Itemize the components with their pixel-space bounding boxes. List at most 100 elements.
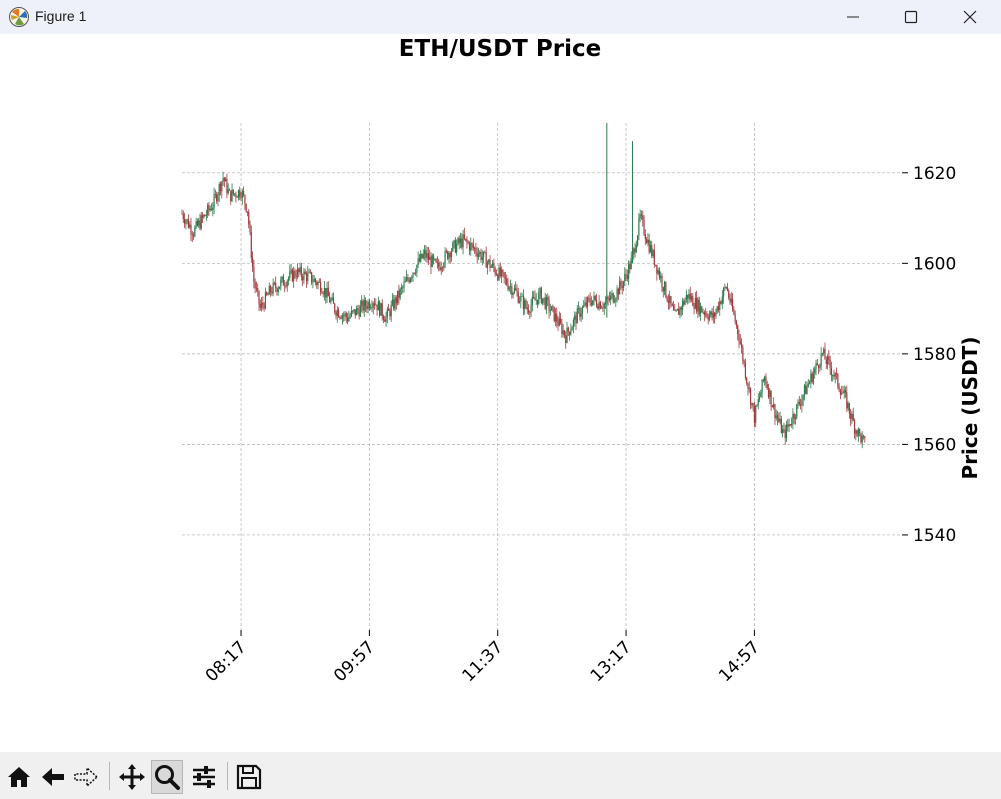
candle-body xyxy=(366,306,368,309)
candle-body xyxy=(420,253,422,262)
candle-body xyxy=(331,297,333,300)
candle-body xyxy=(832,375,834,376)
candle-body xyxy=(210,208,213,211)
candle-body xyxy=(323,288,326,295)
candle-body xyxy=(853,420,856,434)
candle-body xyxy=(856,430,858,436)
candle-body xyxy=(507,284,509,290)
pan-icon[interactable] xyxy=(116,760,148,794)
candle-body xyxy=(330,299,332,303)
candle-body xyxy=(311,272,313,283)
candle-body xyxy=(811,373,813,383)
back-arrow-icon[interactable] xyxy=(37,760,69,794)
candle-body xyxy=(423,250,426,255)
candle-body xyxy=(602,307,604,309)
figure-canvas[interactable]: ETH/USDT Price 1540 1560 1580 1600 1620 08:1… xyxy=(0,34,1001,752)
candle-body xyxy=(694,297,696,309)
candle-body xyxy=(484,251,486,253)
home-icon[interactable] xyxy=(3,760,35,794)
candle-body xyxy=(187,219,190,228)
candle-body xyxy=(584,302,586,306)
candle-body xyxy=(480,252,482,260)
candle-body xyxy=(572,319,575,328)
candle-body xyxy=(622,281,625,288)
candle-body xyxy=(403,282,405,288)
maximize-button[interactable] xyxy=(882,0,940,34)
candle-body xyxy=(859,428,861,434)
candle-body xyxy=(794,417,797,419)
candle-body xyxy=(571,327,573,331)
y-tick-label: 1540 xyxy=(913,526,956,546)
candle-body xyxy=(459,238,462,244)
candle-body xyxy=(476,252,478,257)
candle-body xyxy=(511,286,513,295)
candle-body xyxy=(294,270,296,277)
candle-body xyxy=(720,301,722,304)
candle-body xyxy=(249,224,251,233)
candle-body xyxy=(808,381,811,384)
candle-body xyxy=(698,299,700,315)
candle-body xyxy=(236,196,238,198)
candle-body xyxy=(621,285,623,288)
navigation-toolbar xyxy=(0,752,1001,799)
candle-body xyxy=(322,293,324,295)
zoom-icon[interactable] xyxy=(151,760,183,794)
candle-body xyxy=(218,184,220,196)
candle-body xyxy=(445,251,447,252)
candle-body xyxy=(241,191,243,199)
candle-body xyxy=(525,300,527,308)
close-button[interactable] xyxy=(941,0,999,34)
candle-body xyxy=(226,178,228,194)
candle-body xyxy=(488,259,490,263)
y-tick-label: 1560 xyxy=(913,435,956,455)
candle-body xyxy=(503,272,505,278)
candle-body xyxy=(213,194,215,208)
candle-body xyxy=(185,220,187,224)
candle-body xyxy=(414,272,417,274)
candle-body xyxy=(404,280,406,283)
candle-body xyxy=(828,356,830,360)
candle-body xyxy=(705,313,707,315)
candle-body xyxy=(376,304,378,311)
candle-body xyxy=(562,330,564,335)
candle-body xyxy=(522,295,524,309)
candle-body xyxy=(466,238,468,243)
candle-body xyxy=(199,220,201,229)
candle-body xyxy=(426,253,428,258)
candle-body xyxy=(450,250,453,257)
candle-body xyxy=(263,304,265,309)
candle-body xyxy=(726,287,729,291)
candle-body xyxy=(857,428,859,436)
candle-body xyxy=(826,356,829,364)
candle-body xyxy=(708,314,711,320)
minimize-button[interactable] xyxy=(824,0,882,34)
candle-body xyxy=(368,301,370,309)
candle-body xyxy=(267,294,269,296)
candle-body xyxy=(654,264,657,266)
candle-body xyxy=(441,267,444,269)
candle-body xyxy=(474,247,476,249)
candle-body xyxy=(603,303,605,309)
candle-body xyxy=(851,413,853,420)
x-tick-label: 08:17 xyxy=(202,637,251,686)
candle-body xyxy=(766,384,768,389)
candle-body xyxy=(422,254,424,259)
candle-body xyxy=(358,310,360,317)
candle-body xyxy=(434,259,436,260)
candle-body xyxy=(359,305,361,317)
candle-body xyxy=(316,281,318,286)
configure-subplots-icon[interactable] xyxy=(188,760,220,794)
save-icon[interactable] xyxy=(233,760,265,794)
candle-body xyxy=(486,262,489,268)
candle-body xyxy=(431,255,433,267)
candle-body xyxy=(321,292,323,294)
candle-body xyxy=(204,214,206,217)
candle-body xyxy=(497,275,499,280)
candle-body xyxy=(589,298,591,303)
forward-arrow-icon[interactable] xyxy=(70,760,102,794)
candle-body xyxy=(847,403,849,409)
candle-body xyxy=(837,373,839,387)
candle-body xyxy=(205,214,207,217)
candle-body xyxy=(629,264,631,269)
candle-body xyxy=(245,203,247,212)
